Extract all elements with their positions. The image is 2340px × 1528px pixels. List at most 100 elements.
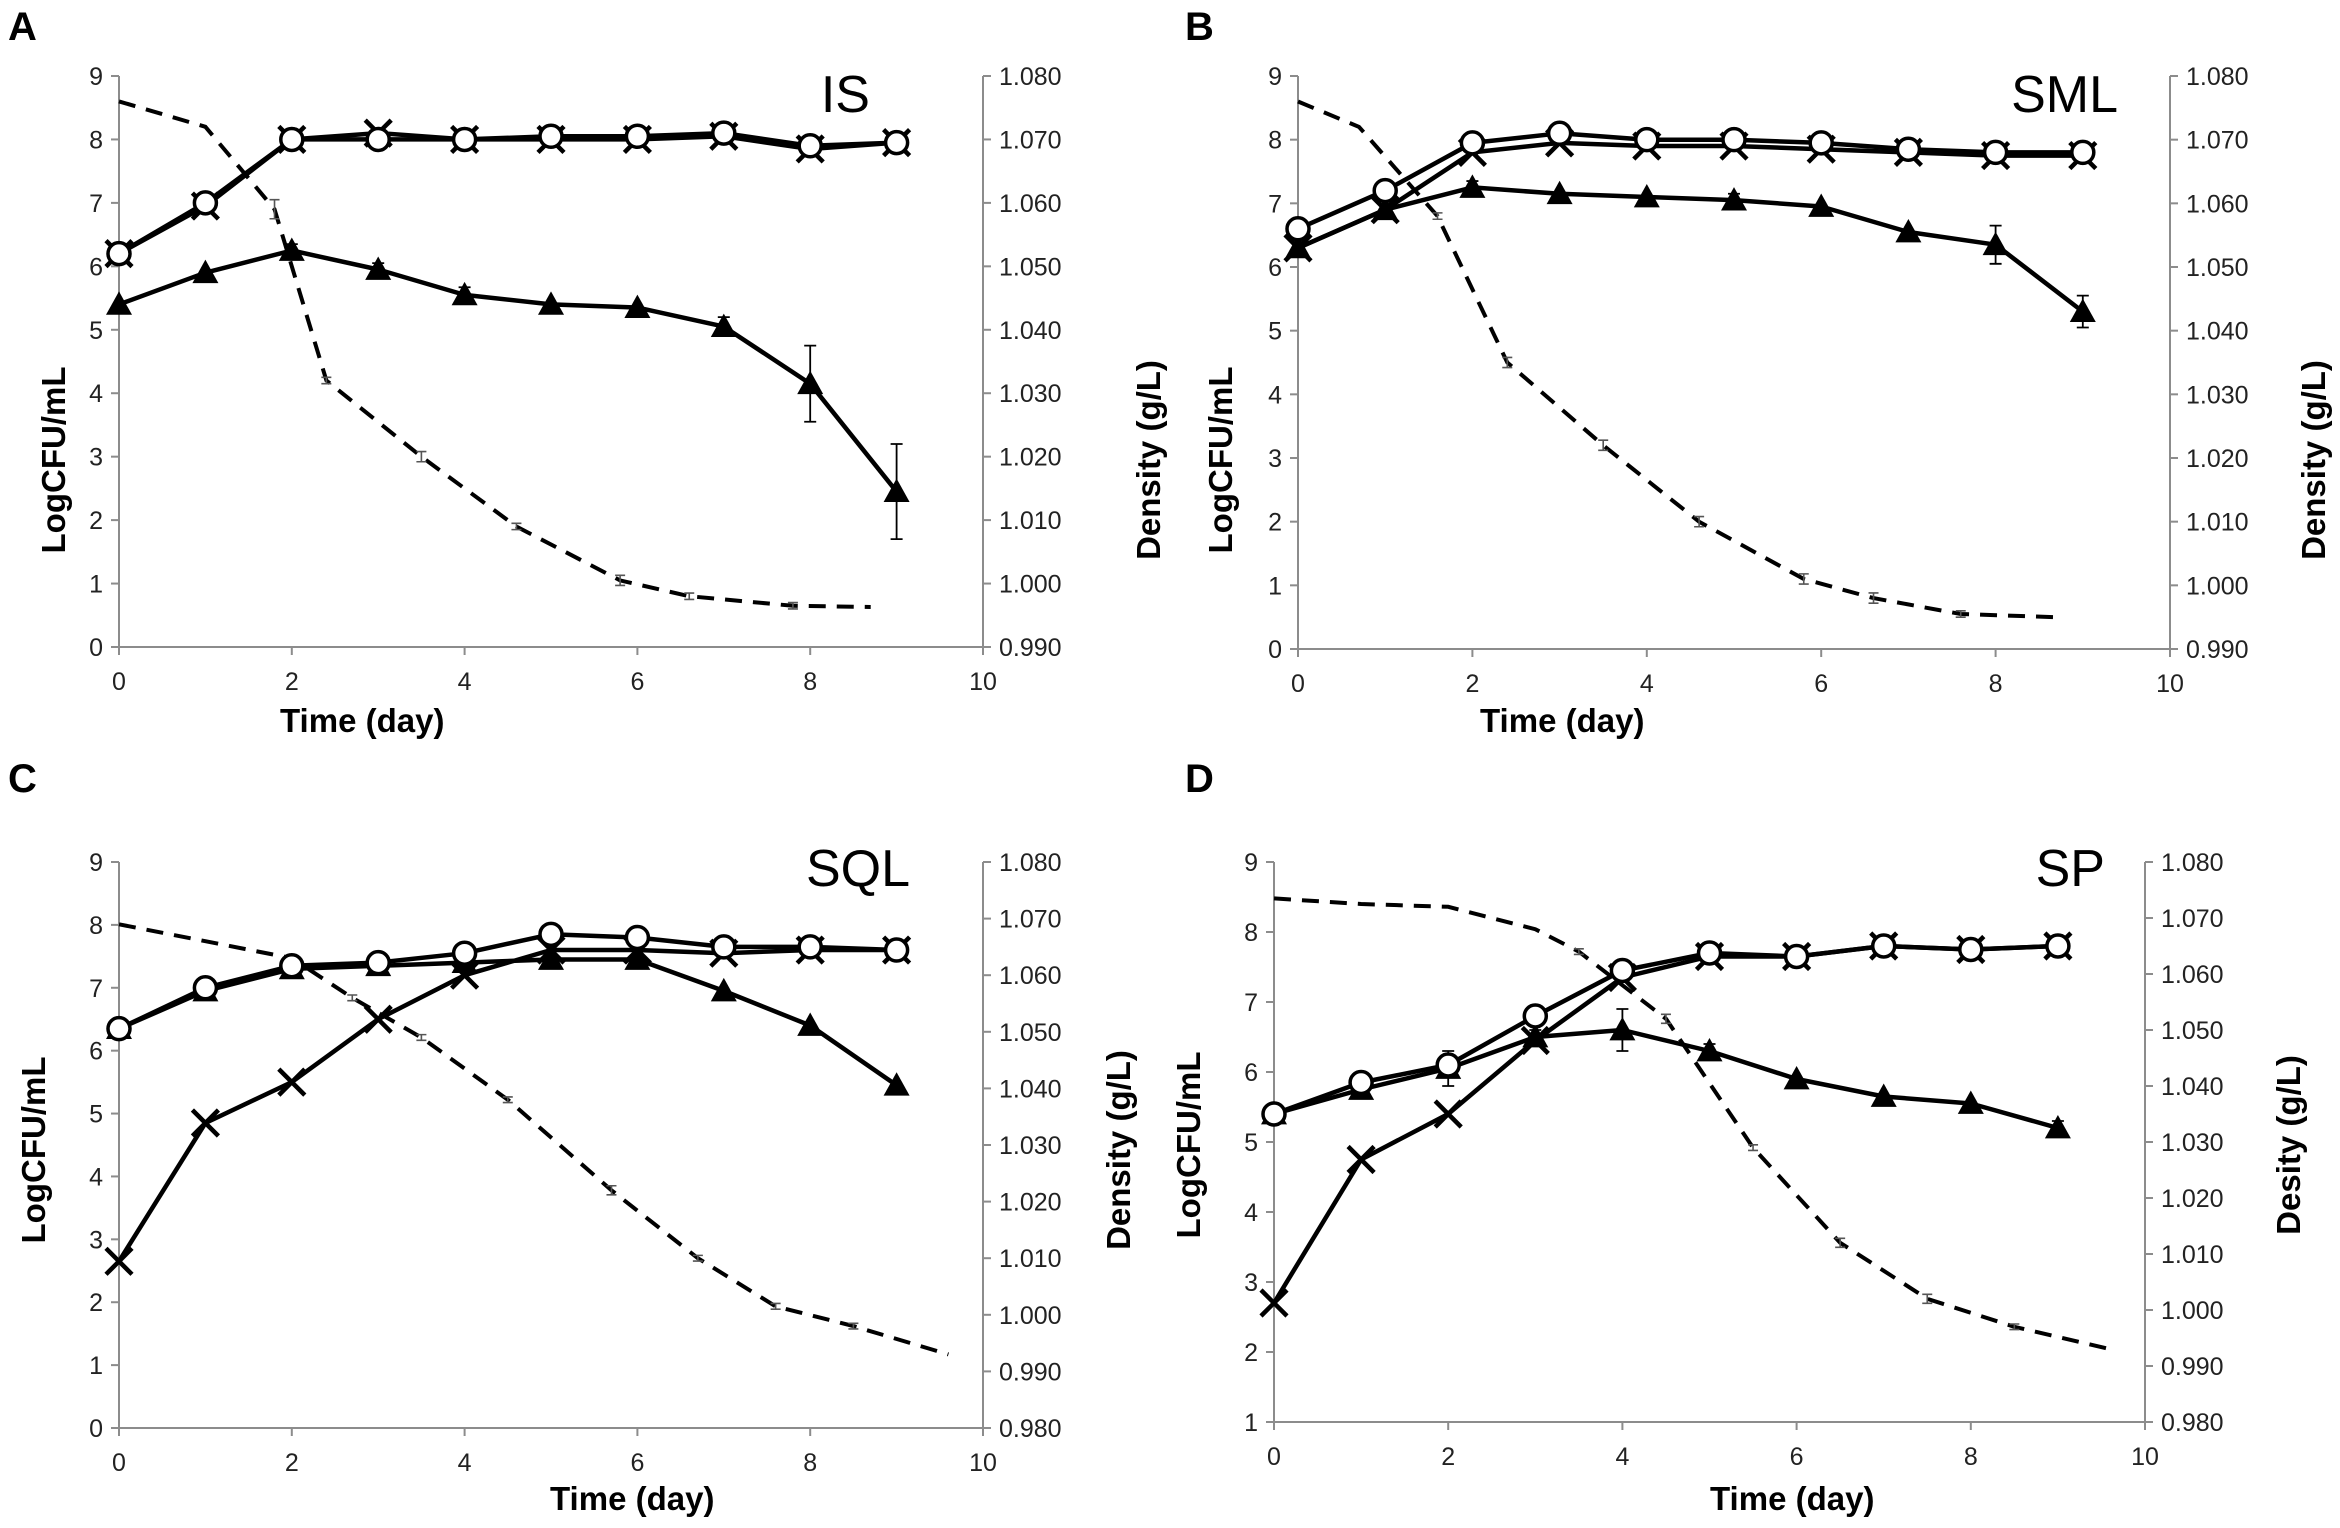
y-tick-label: 3 bbox=[89, 1226, 103, 1254]
density-error-bar bbox=[1598, 439, 1609, 452]
y-tick-label: 6 bbox=[89, 253, 103, 281]
panel-letter: D bbox=[1185, 757, 1214, 801]
y2-tick-label: 1.030 bbox=[2186, 381, 2249, 409]
density-error-bar bbox=[502, 1096, 513, 1104]
y2-tick-label: 1.080 bbox=[999, 849, 1062, 877]
series-triangle bbox=[1285, 174, 2096, 329]
circle-marker bbox=[1783, 943, 1810, 970]
x-tick-label: 10 bbox=[2131, 1443, 2159, 1471]
triangle-marker bbox=[624, 946, 651, 970]
y2-tick-label: 1.020 bbox=[2186, 445, 2249, 473]
x-tick-label: 6 bbox=[630, 1449, 644, 1477]
y-tick-label: 4 bbox=[1268, 381, 1282, 409]
y-tick-label: 5 bbox=[1268, 318, 1282, 346]
y-tick-label: 9 bbox=[89, 63, 103, 91]
triangle-marker bbox=[710, 313, 737, 338]
y-axis-title: LogCFU/mL bbox=[1202, 367, 1239, 554]
y-tick-label: 6 bbox=[1244, 1059, 1258, 1087]
y-tick-label: 8 bbox=[1244, 919, 1258, 947]
panel-letter: C bbox=[8, 757, 37, 801]
circle-marker bbox=[624, 123, 651, 150]
y-tick-label: 3 bbox=[89, 444, 103, 472]
circle-marker bbox=[192, 975, 219, 1001]
circle-marker bbox=[1261, 1101, 1287, 1127]
y-tick-label: 2 bbox=[1244, 1339, 1258, 1367]
panel-d: 1 2 3 4 5 6 7 8 9 0.980 0.990 1.000 1.010 1.020 1.030 1… bbox=[1170, 757, 2307, 1517]
triangle-line bbox=[1273, 1027, 2059, 1131]
y2-tick-label: 1.030 bbox=[2161, 1129, 2224, 1157]
y2-tick-label: 1.000 bbox=[999, 1302, 1062, 1330]
circle-line bbox=[118, 932, 897, 1031]
x-axis-title: Time (day) bbox=[1480, 702, 1644, 739]
cross-marker bbox=[1433, 1099, 1463, 1129]
circle-marker bbox=[797, 934, 823, 960]
series-triangle bbox=[1261, 1008, 2071, 1139]
y2-tick-label: 0.990 bbox=[2186, 636, 2249, 664]
circle-marker bbox=[711, 934, 737, 960]
triangle-marker bbox=[710, 977, 737, 1002]
series-cross bbox=[1259, 931, 2073, 1318]
density-error-bar bbox=[1868, 592, 1879, 604]
y2-tick-label: 1.070 bbox=[999, 126, 1062, 154]
y-tick-label: 3 bbox=[1268, 445, 1282, 473]
panel-letter: A bbox=[8, 5, 37, 49]
y2-tick-label: 0.980 bbox=[999, 1415, 1062, 1443]
triangle-marker bbox=[1957, 1090, 1984, 1114]
triangle-marker bbox=[538, 291, 564, 315]
y-tick-label: 2 bbox=[89, 1289, 103, 1317]
density-series bbox=[118, 922, 949, 1357]
density-error-bar bbox=[1432, 212, 1443, 221]
series-circle bbox=[106, 120, 910, 267]
y-axis-title: LogCFU/mL bbox=[35, 367, 72, 554]
circle-marker bbox=[1958, 936, 1984, 963]
y-tick-label: 9 bbox=[1268, 63, 1282, 91]
x-tick-label: 8 bbox=[803, 668, 817, 696]
x-tick-label: 2 bbox=[1465, 670, 1479, 698]
circle-marker bbox=[192, 190, 219, 216]
cross-line bbox=[117, 947, 897, 1263]
triangle-marker bbox=[797, 370, 824, 395]
triangle-marker bbox=[365, 256, 392, 280]
circle-marker bbox=[1546, 120, 1573, 147]
y-tick-label: 0 bbox=[89, 1415, 103, 1443]
circle-marker bbox=[883, 129, 910, 156]
y-tick-label: 6 bbox=[89, 1038, 103, 1066]
circle-line bbox=[1297, 131, 2083, 231]
x-tick-label: 6 bbox=[630, 668, 644, 696]
triangle-marker bbox=[106, 291, 132, 315]
y-tick-label: 7 bbox=[1244, 989, 1258, 1017]
cross-line bbox=[117, 130, 897, 256]
y-axis-title: LogCFU/mL bbox=[1170, 1052, 1207, 1239]
cross-marker bbox=[1520, 1025, 1550, 1056]
y2-tick-label: 1.070 bbox=[999, 906, 1062, 934]
density-error-bar bbox=[1922, 1293, 1933, 1305]
circle-marker bbox=[1435, 1052, 1461, 1078]
circle-marker bbox=[1634, 126, 1660, 153]
x-axis-title: Time (day) bbox=[550, 1480, 714, 1517]
y-tick-label: 9 bbox=[1244, 849, 1258, 877]
circle-marker bbox=[1348, 1069, 1374, 1096]
density-error-bar bbox=[416, 1033, 427, 1042]
triangle-marker bbox=[883, 478, 910, 502]
y2-tick-label: 1.030 bbox=[999, 1132, 1062, 1160]
circle-marker bbox=[451, 940, 478, 966]
circle-marker bbox=[106, 240, 132, 267]
triangle-marker bbox=[1982, 231, 2009, 256]
y-tick-label: 9 bbox=[89, 849, 103, 877]
density-error-bar bbox=[1573, 948, 1584, 956]
circle-line bbox=[1273, 943, 2058, 1117]
circle-marker bbox=[106, 1015, 132, 1042]
triangle-marker bbox=[2069, 298, 2096, 322]
density-error-bar bbox=[770, 1302, 781, 1310]
y2-axis-title: Density (g/L) bbox=[1100, 1050, 1137, 1250]
triangle-marker bbox=[1808, 193, 1835, 217]
panel-letter: B bbox=[1185, 5, 1214, 49]
triangle-marker bbox=[278, 237, 305, 261]
x-tick-label: 2 bbox=[285, 668, 299, 696]
y-tick-label: 0 bbox=[1268, 636, 1282, 664]
circle-marker bbox=[365, 126, 391, 153]
triangle-marker bbox=[624, 294, 651, 318]
density-line bbox=[1273, 896, 2111, 1352]
circle-marker bbox=[2070, 139, 2096, 166]
x-tick-label: 2 bbox=[1441, 1443, 1455, 1471]
